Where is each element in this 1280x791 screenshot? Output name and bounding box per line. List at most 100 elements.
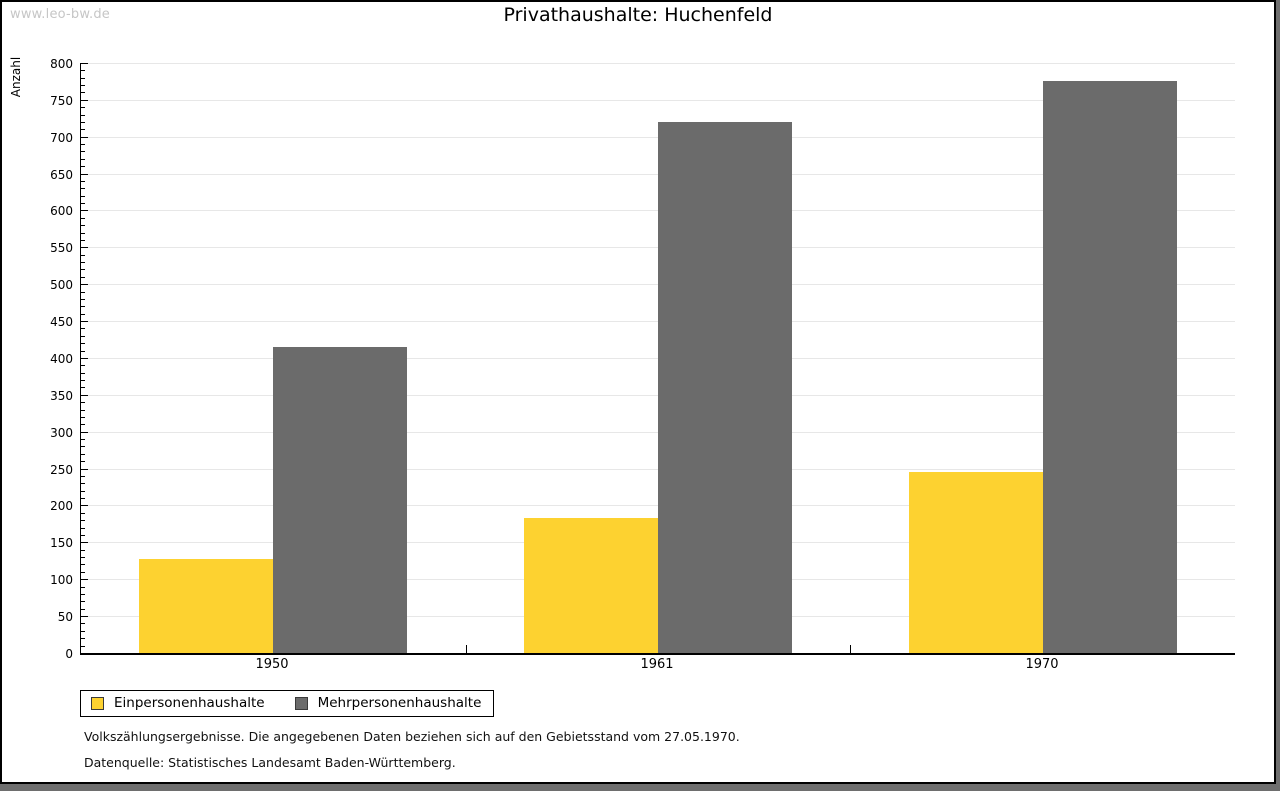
legend-item-mehrpersonenhaushalte: Mehrpersonenhaushalte [294, 695, 482, 711]
y-tick-label: 200 [50, 499, 73, 513]
x-boundary-tick-2 [850, 645, 851, 653]
y-minor-tick-260 [81, 461, 85, 462]
y-minor-tick-630 [81, 188, 85, 189]
y-minor-tick-90 [81, 587, 85, 588]
y-tick-label: 750 [50, 94, 73, 108]
chart-title: Privathaushalte: Huchenfeld [503, 4, 773, 26]
y-minor-tick-480 [81, 299, 85, 300]
y-minor-tick-540 [81, 255, 85, 256]
y-major-tick-550 [81, 247, 88, 248]
y-major-tick-600 [81, 210, 88, 211]
y-minor-tick-730 [81, 115, 85, 116]
legend-item-einpersonenhaushalte: Einpersonenhaushalte [91, 695, 265, 711]
y-major-tick-700 [81, 137, 88, 138]
y-major-tick-300 [81, 432, 88, 433]
y-minor-tick-370 [81, 380, 85, 381]
y-minor-tick-130 [81, 557, 85, 558]
y-minor-tick-430 [81, 336, 85, 337]
y-minor-tick-220 [81, 491, 85, 492]
y-minor-tick-590 [81, 218, 85, 219]
y-tick-label: 700 [50, 131, 73, 145]
footnotes: Volkszählungsergebnisse. Die angegebenen… [84, 724, 740, 776]
y-minor-tick-190 [81, 513, 85, 514]
plot-area [80, 63, 1235, 655]
y-tick-label: 300 [50, 426, 73, 440]
y-tick-label: 800 [50, 57, 73, 71]
y-minor-tick-120 [81, 564, 85, 565]
y-minor-tick-270 [81, 454, 85, 455]
y-minor-tick-210 [81, 498, 85, 499]
y-tick-label: 550 [50, 241, 73, 255]
y-tick-label: 500 [50, 278, 73, 292]
y-minor-tick-680 [81, 151, 85, 152]
y-tick-label: 0 [65, 647, 73, 661]
y-major-tick-250 [81, 469, 88, 470]
bar-mehrpersonenhaushalte-1970 [1043, 81, 1177, 653]
y-minor-tick-320 [81, 417, 85, 418]
y-minor-tick-40 [81, 623, 85, 624]
watermark: www.leo-bw.de [10, 7, 111, 22]
y-minor-tick-520 [81, 269, 85, 270]
legend-label: Einpersonenhaushalte [114, 695, 265, 711]
y-minor-tick-110 [81, 572, 85, 573]
footnote-line: Datenquelle: Statistisches Landesamt Bad… [84, 755, 456, 770]
y-minor-tick-410 [81, 351, 85, 352]
y-major-tick-500 [81, 284, 88, 285]
bar-mehrpersonenhaushalte-1950 [273, 347, 407, 653]
y-minor-tick-530 [81, 262, 85, 263]
gridline-y750 [81, 100, 1235, 101]
bar-einpersonenhaushalte-1961 [524, 518, 658, 653]
y-minor-tick-640 [81, 181, 85, 182]
frame-shadow-right [1276, 0, 1280, 791]
y-tick-label: 600 [50, 204, 73, 218]
y-minor-tick-710 [81, 129, 85, 130]
legend-label: Mehrpersonenhaushalte [317, 695, 482, 711]
y-minor-tick-230 [81, 483, 85, 484]
y-minor-tick-420 [81, 343, 85, 344]
y-minor-tick-570 [81, 233, 85, 234]
y-minor-tick-340 [81, 402, 85, 403]
y-major-tick-750 [81, 100, 88, 101]
y-tick-label: 350 [50, 389, 73, 403]
x-tick-label-1970: 1970 [1025, 657, 1059, 672]
y-minor-tick-770 [81, 85, 85, 86]
legend-swatch-icon [294, 696, 308, 710]
y-minor-tick-290 [81, 439, 85, 440]
y-major-tick-350 [81, 395, 88, 396]
y-minor-tick-720 [81, 122, 85, 123]
y-minor-tick-70 [81, 601, 85, 602]
y-axis-tick-labels: 0 50 100 150 200 250 300 350 400 450 500 550 600 650 7… [2, 57, 73, 661]
y-tick-label: 50 [57, 610, 73, 624]
y-minor-tick-470 [81, 306, 85, 307]
y-major-tick-800 [81, 63, 88, 64]
y-major-tick-200 [81, 505, 88, 506]
y-minor-tick-80 [81, 594, 85, 595]
y-tick-label: 450 [50, 315, 73, 329]
y-major-tick-650 [81, 174, 88, 175]
y-minor-tick-180 [81, 520, 85, 521]
y-minor-tick-380 [81, 373, 85, 374]
y-minor-tick-740 [81, 107, 85, 108]
y-minor-tick-780 [81, 78, 85, 79]
bar-einpersonenhaushalte-1970 [909, 472, 1043, 653]
y-minor-tick-240 [81, 476, 85, 477]
y-major-tick-450 [81, 321, 88, 322]
y-minor-tick-690 [81, 144, 85, 145]
y-minor-tick-140 [81, 550, 85, 551]
bar-mehrpersonenhaushalte-1961 [658, 122, 792, 653]
y-major-tick-50 [81, 616, 88, 617]
y-minor-tick-760 [81, 92, 85, 93]
y-minor-tick-20 [81, 638, 85, 639]
y-minor-tick-670 [81, 159, 85, 160]
y-minor-tick-60 [81, 609, 85, 610]
y-minor-tick-360 [81, 387, 85, 388]
x-axis-tick-labels: 1950 1961 1970 [80, 657, 1234, 675]
y-tick-label: 400 [50, 352, 73, 366]
y-minor-tick-30 [81, 631, 85, 632]
gridline-y800 [81, 63, 1235, 64]
y-major-tick-150 [81, 542, 88, 543]
y-minor-tick-610 [81, 203, 85, 204]
legend: Einpersonenhaushalte Mehrpersonenhaushalt… [80, 690, 495, 717]
